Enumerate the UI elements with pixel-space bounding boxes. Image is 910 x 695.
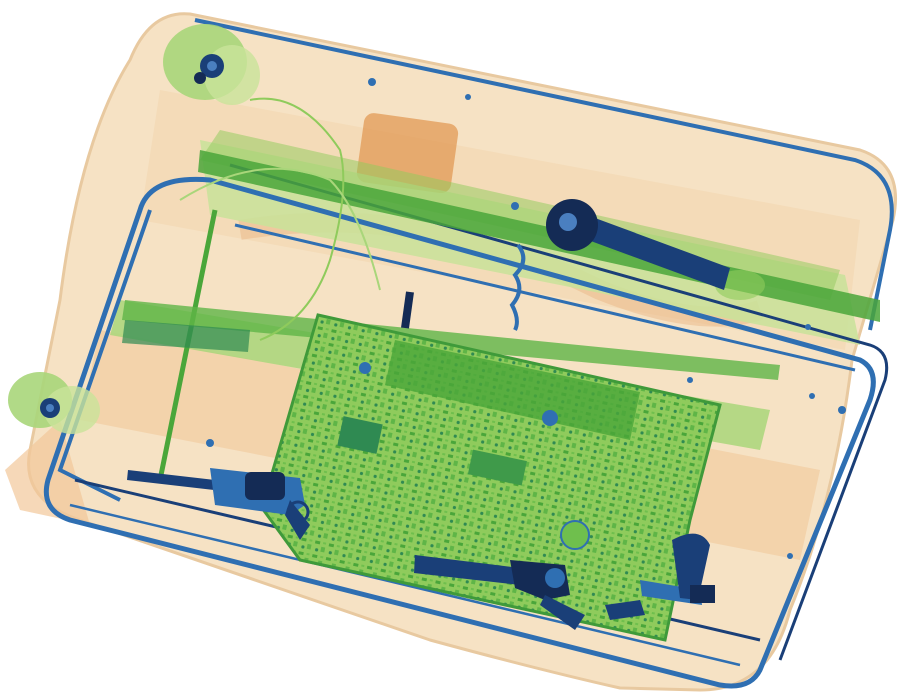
revolver-left [127,468,310,540]
cables [179,97,526,341]
wheel-bottom-left [8,372,100,434]
wheel-top-left [163,24,260,105]
fasteners [206,78,846,559]
ratchet-wrench [546,199,765,300]
pistol-right [605,533,715,620]
circuit-board [260,313,722,642]
revolver-center [414,555,585,630]
